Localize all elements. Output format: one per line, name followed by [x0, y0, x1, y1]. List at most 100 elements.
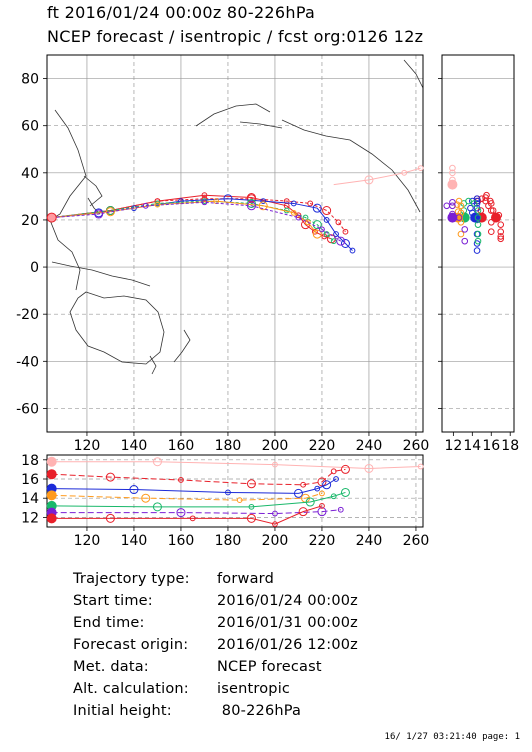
- coastline: [173, 329, 191, 363]
- height-point: [46, 456, 57, 467]
- x-tick-label: 220: [309, 438, 336, 454]
- coastline: [281, 119, 421, 213]
- lat-point: [449, 176, 456, 184]
- trajectory-point: [340, 239, 350, 248]
- coastline: [83, 175, 103, 207]
- start-point: [46, 212, 57, 223]
- lat-point: [473, 195, 481, 203]
- x-tick-label: 12: [444, 438, 462, 454]
- lat-point: [474, 230, 482, 238]
- height-point: [46, 513, 57, 524]
- x-tick-label: 140: [121, 438, 148, 454]
- y-tick-label: 60: [21, 119, 39, 135]
- lat-point: [465, 197, 472, 205]
- height-point: [340, 464, 350, 474]
- lat-point: [497, 221, 505, 228]
- info-value-end-time: 2016/01/31 00:00z: [217, 615, 358, 631]
- x-tick-label: 180: [215, 533, 242, 549]
- trajectory-point: [246, 198, 256, 208]
- trajectory-point: [349, 247, 356, 254]
- height-point: [152, 457, 162, 467]
- trajectory-point: [295, 214, 302, 221]
- x-tick-label: 260: [403, 533, 430, 549]
- trajectory-point: [283, 198, 290, 204]
- height-point: [272, 521, 278, 528]
- trajectory-point: [258, 201, 268, 211]
- lat-point: [487, 207, 495, 214]
- trajectory-point: [105, 207, 115, 217]
- lat-point: [487, 200, 495, 207]
- lat-point: [474, 237, 482, 245]
- x-tick-label: 220: [309, 533, 336, 549]
- height-line: [51, 468, 346, 486]
- lat-point: [457, 230, 465, 238]
- height-point: [330, 468, 337, 475]
- height-latitude-panel: 12 14 16 18: [438, 54, 519, 454]
- height-point: [272, 510, 278, 517]
- height-point: [46, 469, 57, 480]
- trajectory-point: [333, 231, 339, 237]
- height-point: [322, 480, 332, 490]
- trajectory-line: [51, 201, 342, 242]
- height-point: [248, 503, 255, 510]
- height-point: [314, 485, 321, 492]
- trajectory-point: [142, 202, 149, 209]
- lat-point: [495, 211, 503, 219]
- height-point: [333, 476, 339, 482]
- lat-point: [449, 169, 456, 177]
- height-line: [51, 478, 337, 494]
- lat-point: [482, 194, 489, 201]
- y-tick-label: -20: [16, 307, 39, 323]
- height-point: [293, 488, 303, 498]
- lat-point: [474, 214, 482, 221]
- trajectory-point: [312, 228, 318, 235]
- lat-point: [443, 202, 451, 210]
- coastline: [149, 355, 157, 375]
- trajectory-point: [94, 209, 104, 219]
- x-tick-label: 180: [215, 438, 242, 454]
- trajectory-point: [304, 219, 311, 226]
- trajectory-point: [302, 214, 309, 221]
- lat-point: [461, 237, 469, 245]
- trajectory-point: [330, 238, 337, 245]
- coastline: [403, 59, 424, 89]
- x-tick-label: 160: [168, 438, 195, 454]
- info-value-initial-height: 80-226hPa: [217, 703, 302, 719]
- trajectory-point: [295, 212, 302, 219]
- height-point: [319, 490, 325, 497]
- x-tick-label: 120: [74, 533, 101, 549]
- lat-point: [449, 164, 456, 172]
- info-value-alt-calculation: isentropic: [217, 681, 291, 697]
- height-point: [46, 490, 57, 501]
- lat-frame: [441, 54, 515, 433]
- info-label-met-data: Met. data:: [73, 659, 149, 675]
- height-point: [246, 513, 256, 523]
- trajectory-point: [260, 198, 267, 204]
- height-point: [189, 515, 196, 522]
- coastline: [195, 103, 271, 127]
- trajectory-point: [307, 200, 314, 207]
- lat-point: [497, 235, 505, 243]
- lat-point: [447, 179, 458, 190]
- height-point: [246, 479, 256, 489]
- height-point: [317, 507, 327, 517]
- lat-point: [473, 247, 481, 254]
- y-tick-label: 14: [21, 491, 39, 507]
- y-tick-label: -40: [16, 354, 39, 370]
- x-tick-label: 14: [463, 438, 481, 454]
- height-point: [225, 489, 231, 496]
- y-tick-label: -60: [16, 401, 39, 417]
- y-tick-label: 18: [21, 453, 39, 469]
- trajectory-point: [154, 201, 161, 208]
- height-point: [178, 477, 184, 483]
- height-line: [51, 492, 323, 501]
- info-value-met-data: NCEP forecast: [217, 659, 322, 675]
- x-tick-label: 18: [501, 438, 519, 454]
- trajectory-point: [323, 217, 330, 223]
- height-point: [337, 506, 344, 513]
- trajectory-line: [51, 200, 335, 242]
- height-point: [330, 493, 337, 500]
- trajectory-point: [246, 201, 256, 211]
- y-tick-label: 40: [21, 166, 39, 182]
- coastline: [49, 109, 87, 291]
